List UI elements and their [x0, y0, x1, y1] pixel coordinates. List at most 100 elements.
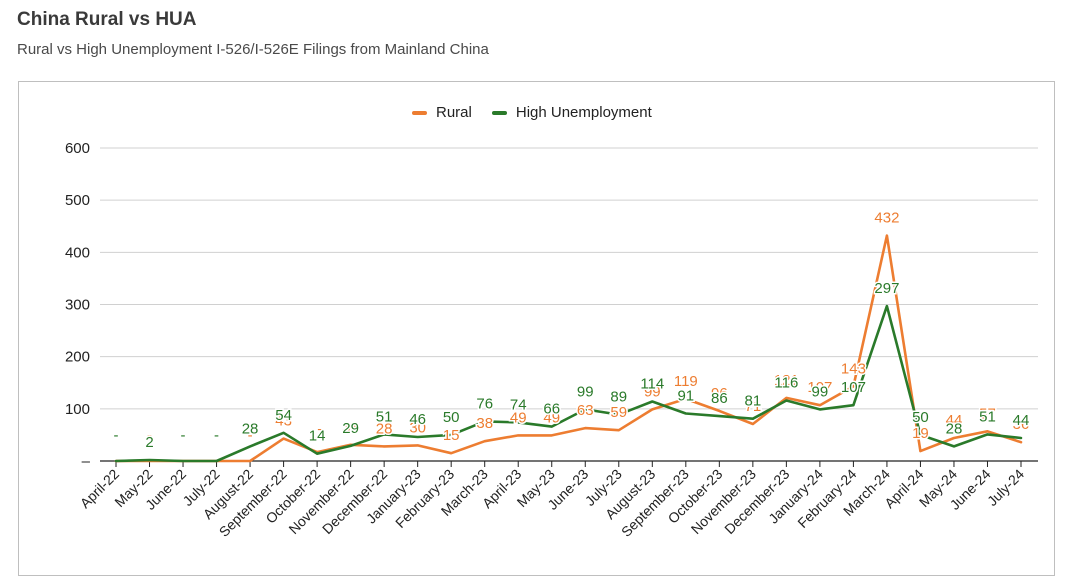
data-label-high-unemployment: 76 — [476, 395, 493, 412]
data-label-rural: 15 — [443, 427, 460, 444]
data-label-rural: 96 — [711, 385, 728, 402]
series-layer — [114, 234, 1023, 463]
data-point-rural — [383, 445, 386, 448]
data-label-rural: 19 — [912, 425, 929, 442]
data-point-high-unemployment — [182, 460, 185, 462]
data-point-rural — [885, 234, 888, 237]
data-label-rural: 36 — [1013, 416, 1030, 433]
data-point-rural — [718, 409, 721, 412]
data-point-rural — [617, 429, 620, 432]
data-label-high-unemployment: 107 — [841, 379, 866, 396]
data-label-high-unemployment: 114 — [640, 376, 664, 393]
data-label-high-unemployment: 50 — [443, 409, 460, 426]
data-label-high-unemployment: 28 — [242, 420, 259, 437]
data-label-rural: 63 — [577, 402, 594, 419]
data-point-high-unemployment — [751, 417, 754, 420]
data-label-high-unemployment: 14 — [309, 428, 326, 445]
data-label-high-unemployment: 297 — [874, 280, 899, 297]
data-point-high-unemployment — [483, 420, 486, 423]
y-tick-label: 200 — [65, 349, 90, 366]
data-point-rural — [651, 408, 654, 411]
data-point-high-unemployment — [785, 399, 788, 402]
data-label-rural: 119 — [674, 373, 698, 390]
data-label-rural: 49 — [543, 409, 560, 426]
data-label-rural: 43 — [275, 413, 292, 430]
data-label-rural: - — [114, 427, 119, 444]
data-point-rural — [550, 434, 553, 437]
data-label-high-unemployment: 51 — [979, 408, 996, 425]
data-point-high-unemployment — [282, 431, 285, 434]
data-point-high-unemployment — [316, 452, 319, 455]
data-point-rural — [584, 427, 587, 430]
data-label-high-unemployment: 89 — [610, 389, 627, 406]
legend-swatch-rural — [412, 110, 427, 115]
data-point-high-unemployment — [684, 412, 687, 415]
data-point-high-unemployment — [215, 460, 218, 462]
data-label-rural: 432 — [874, 210, 899, 227]
data-label-rural: 107 — [807, 379, 832, 396]
legend-label-rural: Rural — [436, 104, 472, 121]
data-label-rural: 143 — [841, 360, 866, 377]
data-label-high-unemployment: 29 — [342, 420, 359, 437]
data-point-rural — [952, 437, 955, 440]
y-tick-label: 300 — [65, 297, 90, 314]
data-point-rural — [249, 460, 252, 462]
data-label-rural: 38 — [476, 415, 493, 432]
series-line-high-unemployment — [114, 304, 1023, 463]
chart-legend: Rural High Unemployment — [412, 104, 652, 121]
data-label-rural: 57 — [979, 405, 996, 422]
data-point-high-unemployment — [919, 433, 922, 436]
data-label-high-unemployment: 54 — [275, 407, 292, 424]
series-line-rural — [114, 234, 1023, 463]
data-label-rural: 99 — [644, 383, 661, 400]
data-label-rural: - — [181, 427, 186, 444]
data-label-high-unemployment: 66 — [543, 401, 560, 418]
data-point-rural — [852, 385, 855, 388]
data-point-high-unemployment — [517, 421, 520, 424]
data-label-rural: - — [147, 427, 152, 444]
y-tick-label: 100 — [65, 401, 90, 418]
data-label-high-unemployment: 116 — [774, 374, 798, 391]
data-point-high-unemployment — [584, 408, 587, 411]
data-label-high-unemployment: 91 — [677, 388, 694, 405]
data-point-rural — [986, 430, 989, 433]
chart-frame — [18, 81, 1055, 576]
data-label-high-unemployment: - — [214, 427, 219, 444]
data-label-rural: - — [214, 427, 219, 444]
data-label-high-unemployment: - — [114, 427, 119, 444]
data-point-high-unemployment — [718, 415, 721, 418]
data-label-rural: 121 — [774, 372, 799, 389]
y-tick-label: 600 — [65, 140, 90, 157]
data-label-high-unemployment: 28 — [946, 420, 963, 437]
data-point-high-unemployment — [818, 408, 821, 411]
data-point-high-unemployment — [416, 436, 419, 439]
data-label-rural: 49 — [510, 409, 527, 426]
data-point-high-unemployment — [550, 425, 553, 428]
data-point-rural — [483, 440, 486, 443]
y-tick-label: 400 — [65, 244, 90, 261]
data-point-rural — [282, 437, 285, 440]
data-point-high-unemployment — [1020, 437, 1022, 440]
data-label-high-unemployment: 99 — [812, 383, 829, 400]
data-point-rural — [818, 404, 821, 407]
data-label-high-unemployment: 81 — [745, 393, 762, 410]
y-tick-label: 500 — [65, 192, 90, 209]
data-point-rural — [785, 396, 788, 399]
data-label-high-unemployment: 44 — [1013, 412, 1030, 429]
legend-label-high-unemployment: High Unemployment — [515, 104, 652, 121]
data-label-high-unemployment: 99 — [577, 383, 594, 400]
data-label-rural: 31 — [342, 419, 359, 436]
y-axis-ticks: 600 500 400 300 200 100 – — [65, 140, 91, 470]
data-label-high-unemployment: 74 — [510, 396, 527, 413]
data-point-high-unemployment — [383, 433, 386, 436]
data-label-rural: 30 — [409, 419, 426, 436]
data-label-high-unemployment: 51 — [376, 408, 393, 425]
data-label-high-unemployment: 50 — [912, 409, 929, 426]
data-point-high-unemployment — [885, 305, 888, 308]
grid-layer — [100, 147, 1038, 462]
data-point-high-unemployment — [651, 400, 654, 403]
x-tick-label: July-24 — [984, 466, 1027, 509]
data-label-high-unemployment: - — [181, 427, 186, 444]
